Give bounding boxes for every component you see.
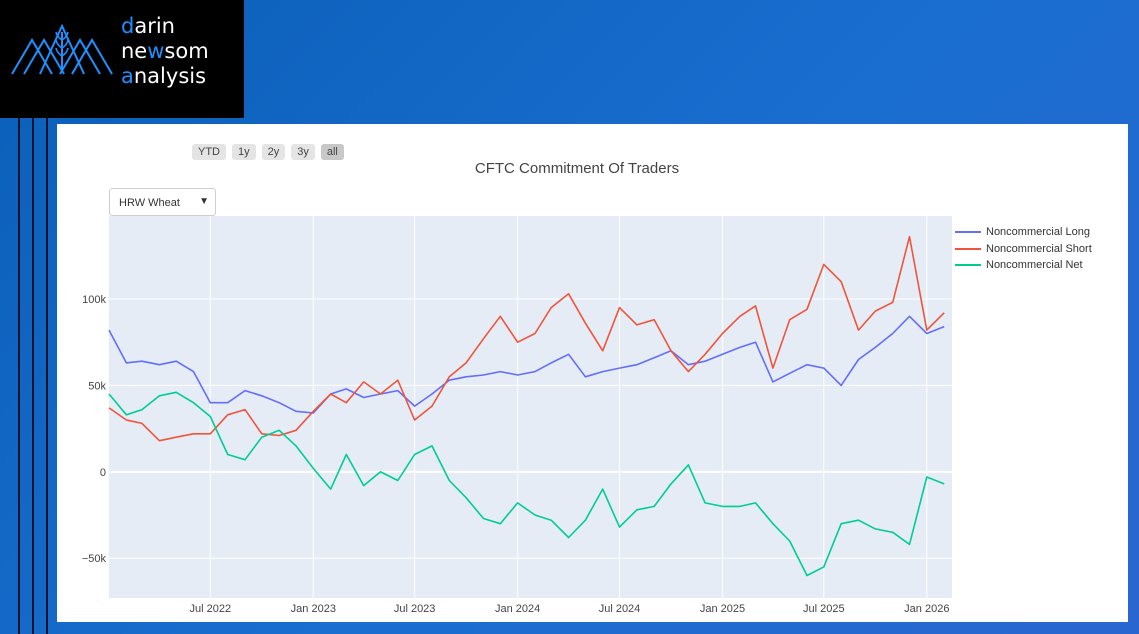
series-line-noncommercial-short: [108, 235, 945, 442]
chart-legend: Noncommercial Long Noncommercial Short Non…: [955, 224, 1092, 274]
y-tick-label: 100k: [82, 294, 106, 306]
chart-panel: YTD 1y 2y 3y all CFTC Commitment Of Traders …: [57, 124, 1128, 622]
x-tick-label: Jan 2024: [495, 603, 540, 615]
decorative-rule: [46, 118, 48, 634]
plot-area: [109, 216, 952, 598]
chart-title: CFTC Commitment Of Traders: [474, 160, 680, 177]
series-line-noncommercial-net: [108, 391, 945, 577]
legend-label: Noncommercial Long: [986, 226, 1090, 239]
legend-item[interactable]: Noncommercial Long: [955, 224, 1092, 241]
legend-label: Noncommercial Short: [986, 242, 1092, 255]
commodity-dropdown[interactable]: HRW Wheat ▼: [109, 188, 216, 216]
legend-label: Noncommercial Net: [986, 259, 1083, 272]
legend-item[interactable]: Noncommercial Net: [955, 257, 1092, 274]
legend-item[interactable]: Noncommercial Short: [955, 241, 1092, 258]
range-button-2y[interactable]: 2y: [261, 144, 286, 160]
line-chart[interactable]: −50k 0 50k 100k Jul 2022 Jan 2023 Jul 2023 Jan …: [57, 124, 1128, 622]
decorative-rule: [18, 118, 20, 634]
legend-swatch: [955, 231, 981, 234]
range-button-all[interactable]: all: [320, 144, 344, 160]
range-button-ytd[interactable]: YTD: [192, 144, 226, 160]
y-tick-label: 0: [100, 467, 106, 479]
decorative-rule: [32, 118, 34, 634]
dropdown-value: HRW Wheat: [119, 197, 180, 209]
x-tick-label: Jul 2022: [190, 603, 232, 615]
mountain-wheat-logo-icon: [11, 23, 113, 75]
series-line-noncommercial-long: [108, 315, 945, 414]
range-button-1y[interactable]: 1y: [232, 144, 256, 160]
x-tick-label: Jan 2025: [700, 603, 745, 615]
x-tick-label: Jan 2023: [291, 603, 336, 615]
logo-wordmark: darin newsom analysis: [121, 14, 209, 88]
y-tick-label: −50k: [82, 553, 107, 565]
range-selector: YTD 1y 2y 3y all: [192, 144, 344, 160]
x-tick-label: Jul 2024: [599, 603, 641, 615]
legend-swatch: [955, 264, 981, 267]
y-tick-label: 50k: [88, 380, 106, 392]
x-tick-label: Jul 2023: [394, 603, 436, 615]
logo: darin newsom analysis: [0, 0, 244, 118]
legend-swatch: [955, 247, 981, 250]
dropdown-arrow-icon: ▼: [199, 196, 209, 207]
x-tick-label: Jan 2026: [904, 603, 949, 615]
range-button-3y[interactable]: 3y: [291, 144, 315, 160]
x-tick-label: Jul 2025: [803, 603, 845, 615]
